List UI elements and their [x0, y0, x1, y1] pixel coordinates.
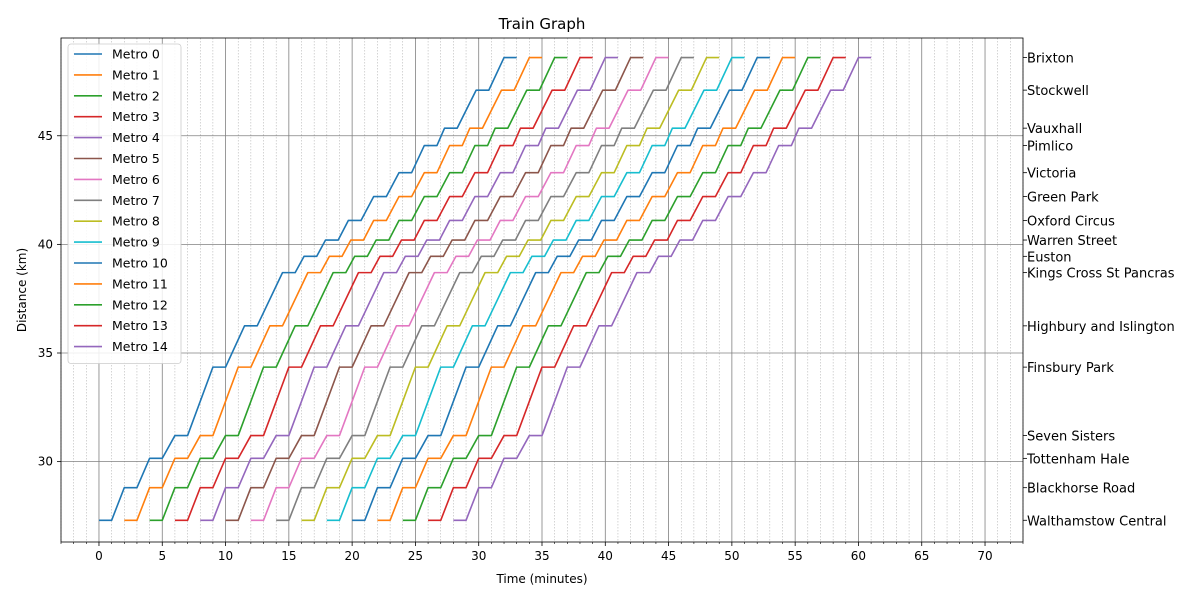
station-label: Blackhorse Road: [1027, 482, 1135, 497]
legend-entry: Metro 6: [112, 172, 160, 187]
legend-entry: Metro 8: [112, 214, 160, 229]
x-tick-label: 40: [598, 549, 613, 563]
y-axis-title: Distance (km): [15, 248, 29, 332]
series-line-metro-8: [301, 56, 720, 522]
station-label: Pimlico: [1027, 140, 1073, 155]
x-tick-label: 20: [344, 549, 359, 563]
station-label: Oxford Circus: [1027, 214, 1115, 229]
x-axis-ticks: 0 5 10 15 20 25 30 35 40 45 50 55 60 65 70: [60, 542, 1024, 563]
series-line-metro-14: [453, 56, 872, 522]
x-tick-label: 35: [534, 549, 549, 563]
x-tick-label: 55: [788, 549, 803, 563]
series-line-metro-12: [402, 56, 821, 522]
station-label: Seven Sisters: [1027, 430, 1115, 445]
station-label: Kings Cross St Pancras: [1027, 267, 1175, 282]
legend-entry: Metro 10: [112, 256, 168, 271]
x-tick-label: 60: [851, 549, 866, 563]
legend-entry: Metro 2: [112, 88, 160, 103]
station-label: Stockwell: [1027, 84, 1089, 99]
x-tick-label: 10: [218, 549, 233, 563]
series-lines: [98, 56, 872, 522]
legend-entry: Metro 13: [112, 318, 168, 333]
series-line-metro-2: [149, 56, 568, 522]
station-label: Tottenham Hale: [1026, 452, 1129, 467]
legend-entry: Metro 9: [112, 235, 160, 250]
series-line-metro-5: [225, 56, 644, 522]
x-axis-title: Time (minutes): [495, 572, 587, 586]
x-tick-label: 50: [724, 549, 739, 563]
x-tick-label: 25: [408, 549, 423, 563]
station-label: Brixton: [1027, 52, 1074, 67]
y-axis-ticks: 30 35 40 45: [38, 129, 61, 469]
series-line-metro-4: [200, 56, 618, 522]
legend-entry: Metro 5: [112, 151, 160, 166]
station-label: Walthamstow Central: [1027, 514, 1167, 529]
station-label: Green Park: [1027, 191, 1099, 206]
series-line-metro-10: [352, 56, 770, 522]
series-line-metro-13: [428, 56, 846, 522]
y-tick-label: 30: [38, 455, 53, 469]
series-line-metro-0: [98, 56, 517, 522]
legend-entry: Metro 7: [112, 193, 160, 208]
legend-entry: Metro 1: [112, 67, 160, 82]
station-label: Warren Street: [1027, 234, 1117, 249]
series-line-metro-3: [174, 56, 593, 522]
series-line-metro-9: [326, 56, 745, 522]
x-tick-label: 5: [158, 549, 166, 563]
y-tick-label: 40: [38, 237, 53, 251]
legend-entry: Metro 11: [112, 276, 168, 291]
x-tick-label: 30: [471, 549, 486, 563]
station-label: Victoria: [1027, 167, 1076, 182]
station-label: Finsbury Park: [1027, 361, 1114, 376]
station-label: Euston: [1027, 250, 1072, 265]
x-tick-label: 0: [95, 549, 103, 563]
x-tick-label: 70: [977, 549, 992, 563]
series-line-metro-1: [124, 56, 542, 522]
legend-entry: Metro 4: [112, 130, 160, 145]
station-label: Highbury and Islington: [1027, 320, 1175, 335]
legend: Metro 0 Metro 1 Metro 2 Metro 3 Metro 4 Metro…: [67, 43, 182, 364]
y-tick-label: 35: [38, 346, 53, 360]
x-tick-label: 45: [661, 549, 676, 563]
series-line-metro-7: [276, 56, 694, 522]
station-labels: Walthamstow Central Blackhorse Road Totten…: [1023, 52, 1175, 529]
series-line-metro-6: [250, 56, 669, 522]
legend-entry: Metro 3: [112, 109, 160, 124]
chart-title: Train Graph: [498, 15, 586, 33]
x-tick-label: 15: [281, 549, 296, 563]
series-line-metro-11: [377, 56, 796, 522]
legend-entry: Metro 14: [112, 339, 168, 354]
x-tick-label: 65: [914, 549, 929, 563]
legend-entry: Metro 12: [112, 297, 168, 312]
legend-entry: Metro 0: [112, 47, 160, 62]
y-tick-label: 45: [38, 129, 53, 143]
station-label: Vauxhall: [1027, 122, 1082, 137]
